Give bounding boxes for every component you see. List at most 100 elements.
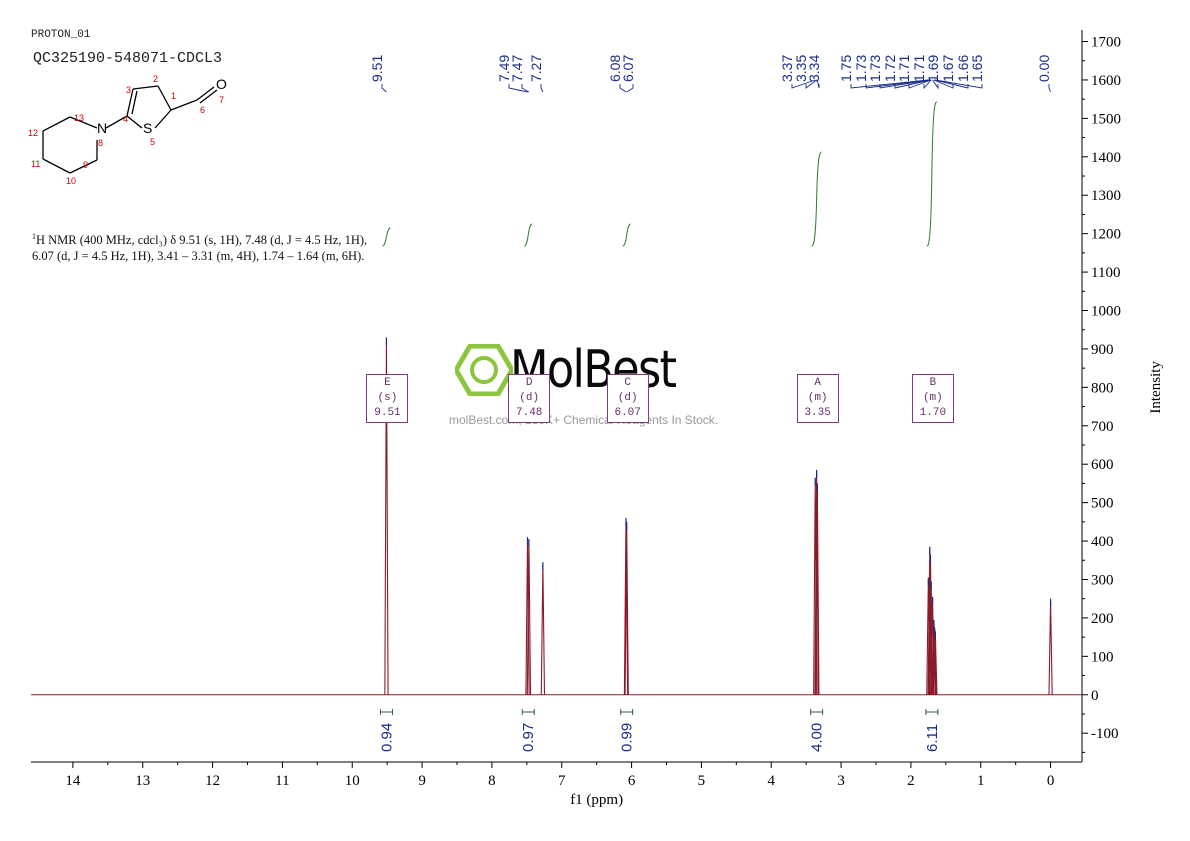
- peak-label: 0.00: [1036, 55, 1052, 82]
- x-tick-label: 6: [628, 773, 636, 789]
- atom-label-4: 4: [123, 114, 128, 124]
- y-tick-label: 1500: [1091, 111, 1121, 127]
- peak-leader-line: [791, 79, 816, 89]
- peak-leader-line: [932, 79, 939, 90]
- peak-label: 3.34: [806, 55, 822, 82]
- x-tick-label: 12: [205, 773, 220, 789]
- y-tick-label: 300: [1091, 572, 1114, 588]
- integral-curve: [811, 151, 822, 247]
- peak-label: 1.75: [838, 55, 854, 82]
- peak-leader-line: [1048, 84, 1051, 93]
- peak-leader-line: [935, 79, 983, 89]
- peak-leader-line: [879, 79, 930, 89]
- peak-leader-line: [381, 84, 387, 93]
- x-tick-label: 8: [488, 773, 496, 789]
- multiplet-box: A (m) 3.35: [796, 374, 839, 423]
- x-axis-label: f1 (ppm): [570, 792, 623, 808]
- x-tick-label: 9: [418, 773, 426, 789]
- x-tick-label: 13: [135, 773, 150, 789]
- peak-leader-line: [894, 79, 931, 89]
- atom-label-3: 3: [126, 85, 131, 95]
- peak-label: 3.37: [779, 55, 795, 82]
- peak-label: 1.66: [955, 55, 971, 82]
- peak-leader-line: [805, 79, 817, 89]
- y-tick-label: 1700: [1091, 35, 1121, 51]
- atom-label-5: 5: [150, 137, 155, 147]
- x-tick-label: 0: [1047, 773, 1055, 789]
- atom-label-7: 7: [219, 95, 224, 105]
- peak-leader-line: [933, 79, 954, 89]
- peak-leader-line: [626, 84, 634, 93]
- atom-label-13: 13: [74, 113, 84, 123]
- multiplet-type: C (d): [617, 377, 638, 404]
- peak-leader-line: [850, 79, 929, 89]
- atom-o: O: [216, 76, 227, 92]
- integral-curve: [622, 223, 631, 247]
- peak-label: 7.47: [509, 55, 525, 82]
- nucleus-superscript: 1: [32, 232, 36, 241]
- atom-label-10: 10: [66, 176, 76, 186]
- peak-label: 7.49: [496, 55, 512, 82]
- multiplet-box: E (s) 9.51: [366, 374, 409, 423]
- x-tick-label: 7: [558, 773, 566, 789]
- peak-label: 1.73: [853, 55, 869, 82]
- peak-leader-line: [865, 79, 930, 89]
- peak-label: 1.65: [969, 55, 985, 82]
- atom-label-8: 8: [98, 138, 103, 148]
- multiplet-type: D (d): [519, 377, 540, 404]
- y-tick-label: 500: [1091, 496, 1114, 512]
- nmr-summary-text: H NMR (400 MHz, cdcl₃) δ 9.51 (s, 1H), 7…: [32, 233, 368, 264]
- peak-leader-line: [619, 84, 627, 93]
- peak-label: 6.07: [620, 55, 636, 82]
- y-tick-label: 1200: [1091, 227, 1121, 243]
- spectrum-peak: [1048, 600, 1053, 695]
- y-tick-label: 400: [1091, 534, 1114, 550]
- peak-label: 3.35: [793, 55, 809, 82]
- integral-value: 0.97: [520, 723, 537, 752]
- multiplet-shift: 7.48: [516, 407, 543, 419]
- atom-label-1: 1: [171, 91, 176, 101]
- y-tick-label: 1300: [1091, 188, 1121, 204]
- y-tick-label: 0: [1091, 688, 1099, 704]
- peak-leader-line: [521, 84, 530, 93]
- chemical-structure: [42, 85, 218, 174]
- multiplet-shift: 3.35: [804, 407, 831, 419]
- peak-leader-line: [508, 84, 528, 93]
- peak-leader-line: [908, 79, 932, 89]
- x-tick-label: 3: [837, 773, 845, 789]
- atom-label-12: 12: [28, 128, 38, 138]
- spectrum-peak: [540, 564, 546, 695]
- multiplet-type: E (s): [377, 377, 398, 404]
- multiplet-shift: 6.07: [614, 407, 641, 419]
- integral-value: 6.11: [924, 724, 941, 752]
- brand-tagline: molBest.com, 180K+ Chemical Reagents In …: [449, 413, 719, 427]
- y-tick-label: 1000: [1091, 304, 1121, 320]
- peak-label: 7.27: [528, 55, 544, 82]
- experiment-label: PROTON_01: [31, 29, 91, 41]
- x-tick-label: 14: [65, 773, 81, 789]
- atom-label-2: 2: [153, 74, 158, 84]
- peak-leader-line: [816, 79, 820, 89]
- peak-label: 6.08: [607, 55, 623, 82]
- y-tick-label: 100: [1091, 649, 1114, 665]
- y-tick-label: 1600: [1091, 73, 1121, 89]
- y-tick-label: 1400: [1091, 150, 1121, 166]
- nmr-summary: 1H NMR (400 MHz, cdcl₃) δ 9.51 (s, 1H), …: [32, 229, 382, 264]
- y-tick-label: 200: [1091, 611, 1114, 627]
- y-axis-label: Intensity: [1148, 361, 1164, 414]
- integral-value: 4.00: [809, 723, 826, 752]
- y-tick-label: -100: [1091, 726, 1119, 742]
- x-tick-label: 11: [275, 773, 289, 789]
- y-tick-label: 700: [1091, 419, 1114, 435]
- y-tick-label: 900: [1091, 342, 1114, 358]
- multiplet-box: D (d) 7.48: [508, 374, 551, 423]
- peak-label: 1.69: [925, 55, 941, 82]
- molbest-logo-icon: [453, 343, 515, 401]
- peak-label: 1.67: [940, 55, 956, 82]
- integral-value: 0.99: [619, 723, 636, 752]
- multiplet-box: C (d) 6.07: [606, 374, 649, 423]
- x-tick-label: 10: [345, 773, 360, 789]
- peak-label: 9.51: [369, 55, 385, 82]
- atom-n: N: [97, 120, 107, 136]
- peak-label: 1.71: [896, 55, 912, 82]
